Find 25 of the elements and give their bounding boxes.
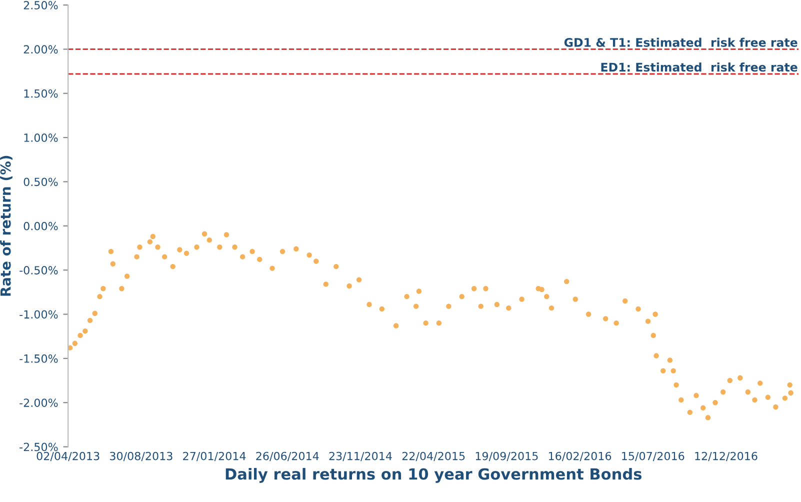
x-tick-label: 02/04/2013 xyxy=(36,452,100,462)
x-tick-label: 19/09/2015 xyxy=(476,452,538,462)
ref-line-label: GD1 & T1: Estimated risk free rate xyxy=(564,38,798,47)
y-tick-label: 0.00% xyxy=(24,222,58,230)
x-tick-label: 15/07/2016 xyxy=(622,452,684,462)
y-tick-label: 1.50% xyxy=(24,89,58,98)
y-tick-label: 1.00% xyxy=(24,134,58,142)
x-axis-title: Daily real returns on 10 year Government Bonds xyxy=(226,468,642,483)
x-tick-label: 12/12/2016 xyxy=(695,452,758,462)
y-axis-title: Rate of return (%) xyxy=(0,156,12,296)
y-tick-label: -2.50% xyxy=(20,442,58,452)
y-tick-label: 0.50% xyxy=(24,178,58,186)
x-tick-label: 26/06/2014 xyxy=(256,452,319,462)
y-tick-label: 2.00% xyxy=(24,45,58,54)
x-tick-label: 27/01/2014 xyxy=(183,452,246,462)
x-tick-label: 30/08/2013 xyxy=(110,452,172,462)
ref-line-label: ED1: Estimated risk free rate xyxy=(601,62,798,72)
x-tick-label: 16/02/2016 xyxy=(548,452,612,462)
x-tick-label: 23/11/2014 xyxy=(329,452,392,462)
y-tick-label: 2.50% xyxy=(24,0,58,10)
x-tick-label: 22/04/2015 xyxy=(402,452,465,462)
y-tick-label: -2.00% xyxy=(20,398,58,407)
y-tick-label: -0.50% xyxy=(20,266,58,274)
y-tick-label: -1.00% xyxy=(20,310,58,319)
y-tick-label: -1.50% xyxy=(20,354,58,363)
